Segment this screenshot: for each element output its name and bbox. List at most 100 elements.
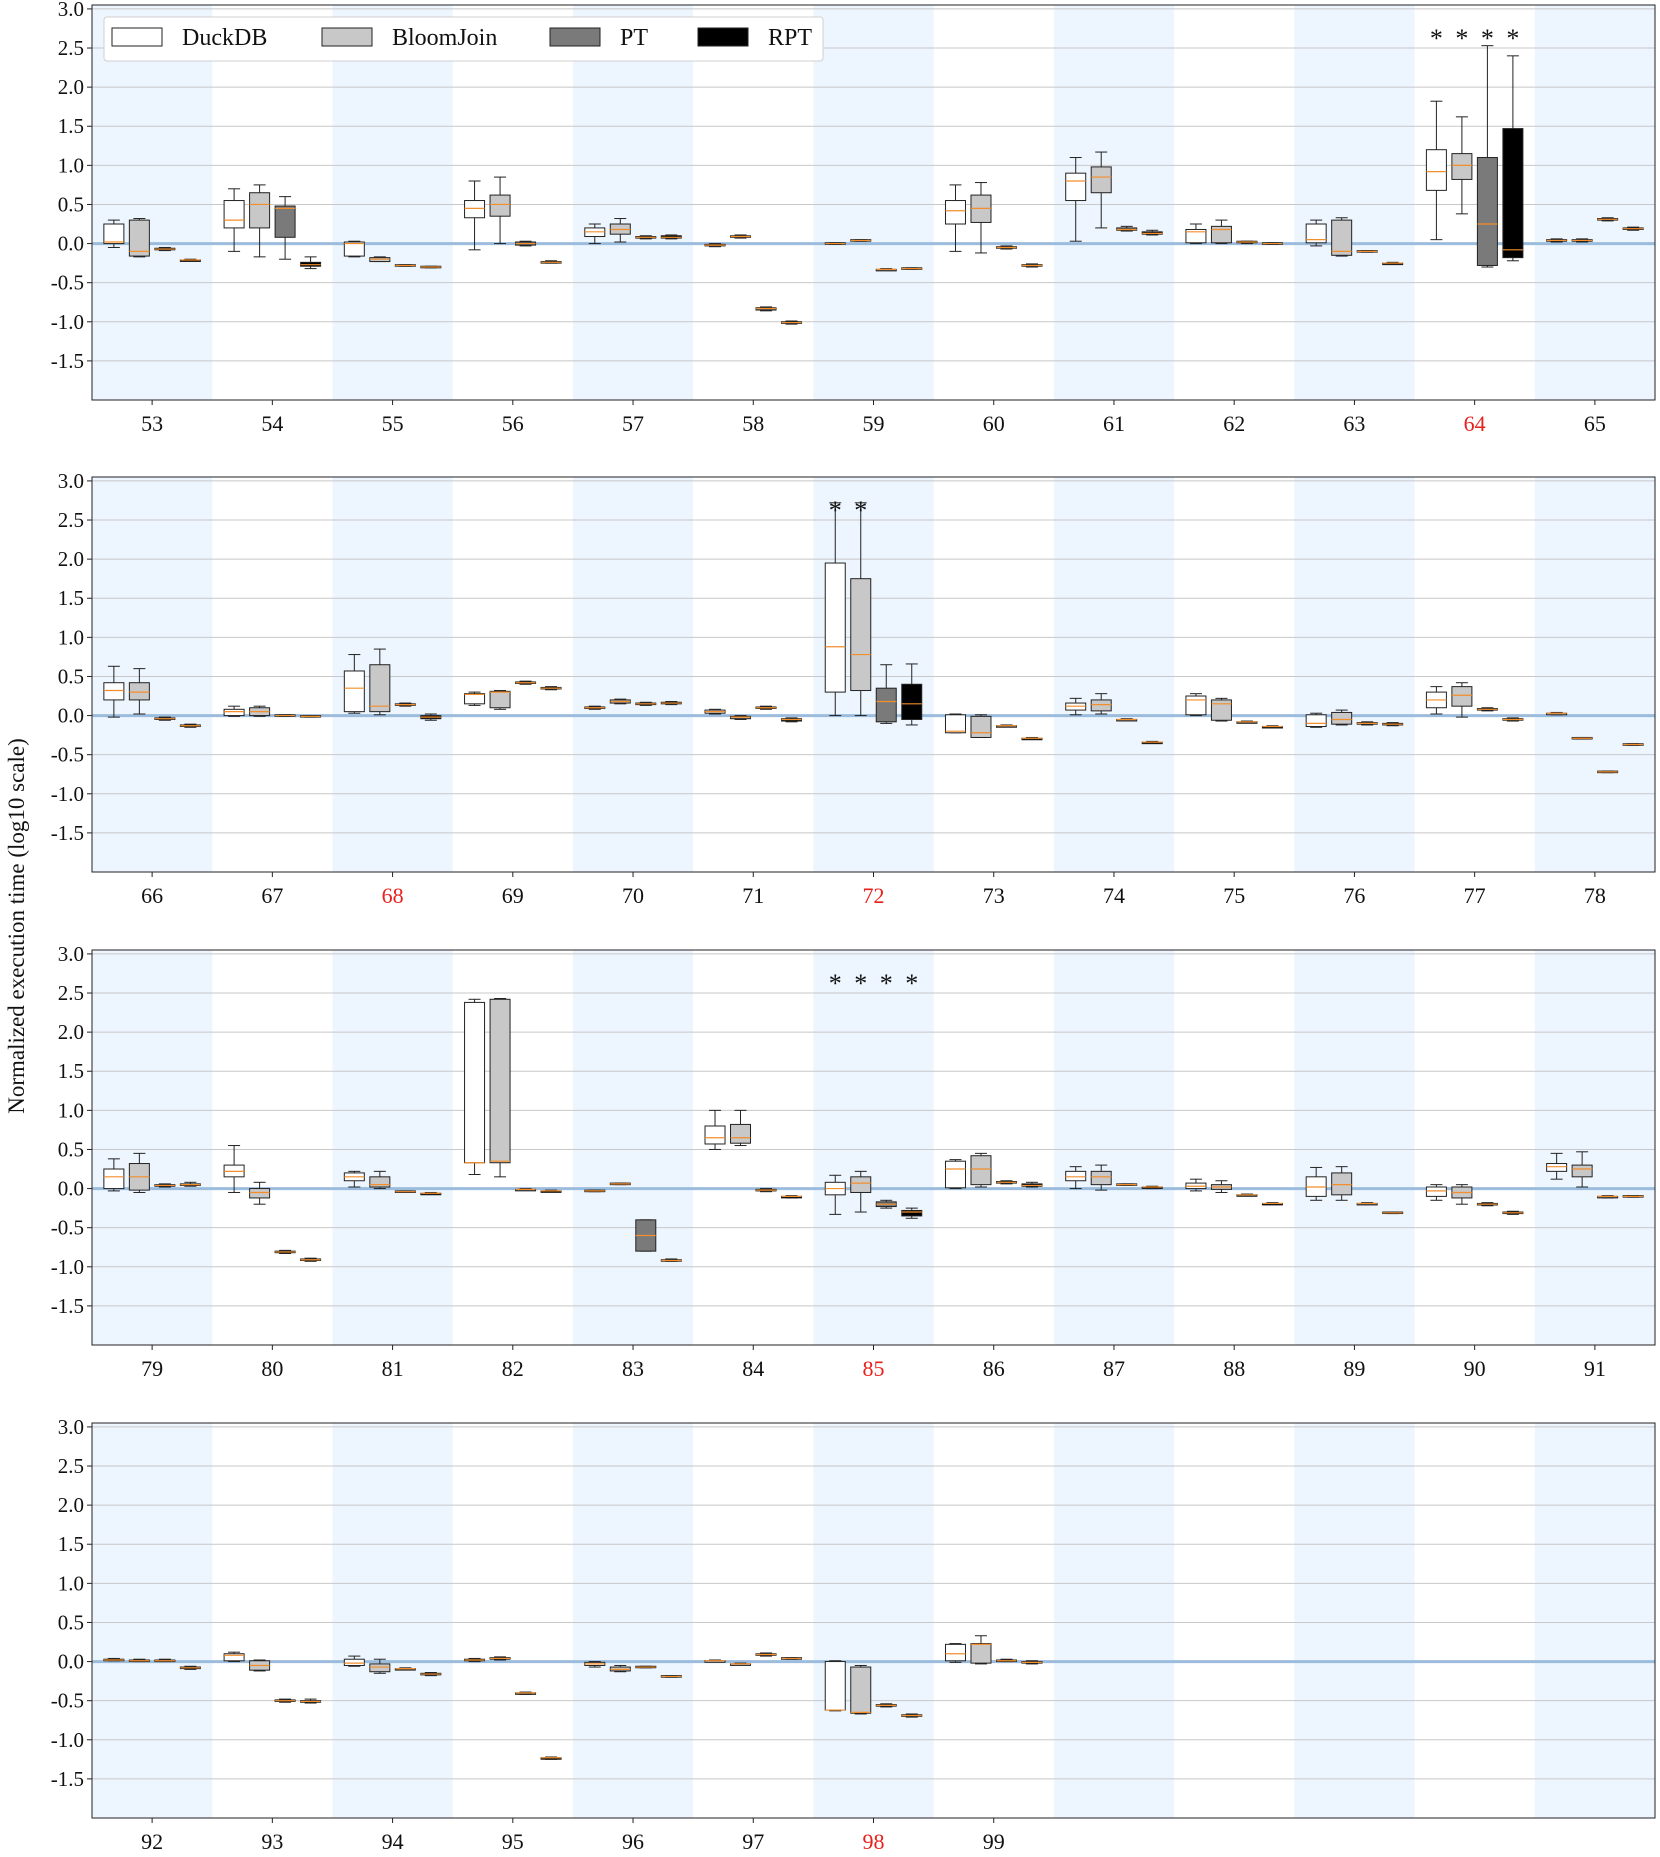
box-85-duckdb: * — [824, 969, 846, 1215]
box-65-bloomjoin — [1571, 238, 1593, 243]
band-shade — [572, 5, 694, 400]
box-60-rpt — [1021, 263, 1043, 268]
box-body — [944, 1643, 966, 1662]
box-63-pt — [1356, 250, 1378, 253]
box-88-duckdb — [1185, 1178, 1207, 1192]
y-tick-label: -1.0 — [51, 1728, 84, 1752]
box-79-rpt — [179, 1181, 201, 1187]
box-74-rpt — [1141, 740, 1163, 745]
box-59-rpt — [901, 267, 923, 270]
box-body — [944, 200, 966, 225]
box-54-pt — [274, 196, 296, 260]
y-tick-label: 0.5 — [58, 192, 84, 216]
box-body — [944, 714, 966, 734]
box-53-pt — [154, 246, 176, 252]
box-90-pt — [1476, 1202, 1498, 1207]
band-shade — [1294, 477, 1415, 872]
box-63-duckdb — [1305, 219, 1327, 247]
box-56-rpt — [540, 260, 562, 264]
x-tick-label: 61 — [1103, 411, 1125, 436]
box-body — [1331, 219, 1353, 256]
box-72-rpt — [901, 663, 923, 726]
box-67-rpt — [300, 715, 322, 718]
box-92-bloomjoin — [128, 1658, 150, 1663]
box-body — [1425, 149, 1447, 191]
panel-4: 3.0 2.5 2.0 1.5 1.0 0.5 0.0 -0.5 -1.0 -1.5 92 93 94 9… — [51, 1415, 1656, 1854]
box-66-duckdb — [103, 665, 125, 718]
box-98-bloomjoin — [850, 1664, 872, 1715]
y-tick-label: -0.5 — [51, 1689, 84, 1713]
box-93-pt — [274, 1698, 296, 1703]
band-shade — [1534, 477, 1655, 872]
box-55-rpt — [420, 265, 442, 269]
box-74-pt — [1116, 718, 1138, 722]
x-tick-label: 75 — [1223, 883, 1245, 908]
box-body — [1210, 699, 1232, 721]
box-78-rpt — [1622, 743, 1644, 746]
band-shade — [1534, 950, 1655, 1345]
box-body — [1210, 225, 1232, 244]
box-77-rpt — [1502, 717, 1524, 722]
y-tick-label: 1.5 — [58, 586, 84, 610]
box-body — [1476, 157, 1498, 266]
box-66-pt — [154, 716, 176, 721]
box-89-rpt — [1382, 1211, 1404, 1215]
y-tick-label: 0.0 — [58, 1650, 84, 1674]
x-tick-label: 58 — [742, 411, 764, 436]
box-81-rpt — [420, 1191, 442, 1196]
box-57-rpt — [660, 234, 682, 240]
x-tick-label: 73 — [983, 883, 1005, 908]
band-shade — [1053, 5, 1175, 400]
box-82-bloomjoin — [489, 997, 511, 1178]
box-71-pt — [755, 705, 777, 710]
box-body — [249, 1188, 271, 1199]
y-tick-label: 0.0 — [58, 232, 84, 256]
box-93-duckdb — [223, 1651, 245, 1663]
box-55-bloomjoin — [369, 256, 391, 263]
box-99-duckdb — [944, 1643, 966, 1663]
y-tick-label: 1.0 — [58, 625, 84, 649]
box-60-bloomjoin — [970, 182, 992, 254]
x-tick-label: 60 — [983, 411, 1005, 436]
box-64-bloomjoin: * — [1451, 24, 1473, 215]
box-75-rpt — [1261, 725, 1283, 729]
box-body — [128, 682, 150, 701]
box-78-pt — [1597, 770, 1619, 774]
box-61-rpt — [1141, 229, 1163, 236]
legend-swatch — [111, 27, 163, 47]
box-75-duckdb — [1185, 693, 1207, 717]
x-tick-label: 56 — [502, 411, 524, 436]
box-86-duckdb — [944, 1159, 966, 1190]
box-body — [1451, 686, 1473, 707]
box-91-duckdb — [1546, 1152, 1568, 1180]
box-58-rpt — [781, 320, 803, 325]
x-tick-label: 86 — [983, 1356, 1005, 1381]
box-61-bloomjoin — [1090, 151, 1112, 229]
x-tick-label: 88 — [1223, 1356, 1245, 1381]
box-71-bloomjoin — [730, 715, 752, 720]
box-body — [944, 1160, 966, 1189]
x-tick-label: 62 — [1223, 411, 1245, 436]
band-shade — [813, 5, 934, 400]
box-76-rpt — [1382, 722, 1404, 727]
box-57-bloomjoin — [609, 218, 631, 243]
box-68-rpt — [420, 713, 442, 721]
box-70-duckdb — [584, 705, 606, 710]
box-71-rpt — [781, 717, 803, 723]
box-69-bloomjoin — [489, 690, 511, 710]
box-92-pt — [154, 1658, 176, 1663]
box-99-pt — [995, 1658, 1017, 1663]
asterisk-marker: * — [854, 969, 867, 998]
x-tick-label: 82 — [502, 1356, 524, 1381]
legend-swatch — [549, 27, 601, 47]
legend-label: DuckDB — [182, 25, 267, 51]
box-86-rpt — [1021, 1181, 1043, 1188]
legend-item-rpt: RPT — [697, 25, 812, 51]
box-59-pt — [875, 268, 897, 272]
box-95-bloomjoin — [489, 1656, 511, 1661]
band-shade — [572, 1423, 694, 1818]
box-80-bloomjoin — [249, 1181, 271, 1205]
box-69-duckdb — [464, 691, 486, 706]
box-68-bloomjoin — [369, 648, 391, 716]
box-body — [824, 562, 846, 693]
